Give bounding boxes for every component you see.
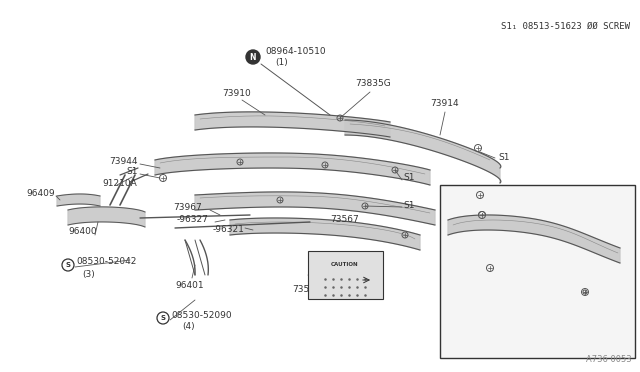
Polygon shape xyxy=(195,112,390,137)
Text: 7361B: 7361B xyxy=(597,294,626,302)
Polygon shape xyxy=(448,215,620,263)
Polygon shape xyxy=(230,218,420,250)
Polygon shape xyxy=(195,192,435,225)
Text: -96327: -96327 xyxy=(177,215,209,224)
Text: (3): (3) xyxy=(82,269,95,279)
Text: 91210A: 91210A xyxy=(102,180,137,189)
Polygon shape xyxy=(345,120,501,183)
Text: 73567: 73567 xyxy=(330,215,359,224)
Text: (4): (4) xyxy=(182,323,195,331)
Text: 96409: 96409 xyxy=(26,189,55,198)
Text: S1₁ 08513-51623 ØØ SCREW: S1₁ 08513-51623 ØØ SCREW xyxy=(501,22,630,31)
Text: S1: S1 xyxy=(403,201,415,209)
Text: S1: S1 xyxy=(498,153,509,161)
Text: 08964-10510: 08964-10510 xyxy=(265,48,326,57)
Circle shape xyxy=(246,50,260,64)
Text: S1: S1 xyxy=(127,167,138,176)
Polygon shape xyxy=(155,153,430,185)
Text: S1: S1 xyxy=(403,173,415,183)
Text: S: S xyxy=(65,262,70,268)
Text: S: S xyxy=(161,315,166,321)
Text: 4S: 4S xyxy=(448,194,460,204)
Text: A736 0053: A736 0053 xyxy=(586,355,632,364)
Text: 73914F: 73914F xyxy=(497,211,531,219)
Text: -96321: -96321 xyxy=(213,225,245,234)
Text: 73910F: 73910F xyxy=(452,280,486,289)
Text: 73967: 73967 xyxy=(173,203,202,212)
Text: 08530-52090: 08530-52090 xyxy=(171,311,232,320)
Text: 73914: 73914 xyxy=(535,203,564,212)
Polygon shape xyxy=(68,207,145,227)
Text: CAUTION: CAUTION xyxy=(331,263,359,267)
Text: 73910: 73910 xyxy=(222,89,251,97)
Text: 96400: 96400 xyxy=(68,228,97,237)
Text: 73914: 73914 xyxy=(430,99,459,108)
Bar xyxy=(440,185,635,358)
Text: 73944: 73944 xyxy=(109,157,138,166)
Text: 96401: 96401 xyxy=(175,280,204,289)
Text: S1: S1 xyxy=(485,189,497,198)
Text: (1): (1) xyxy=(275,58,288,67)
Text: 73595: 73595 xyxy=(292,285,321,295)
Text: 08530-52042: 08530-52042 xyxy=(76,257,136,266)
Text: N: N xyxy=(250,52,256,61)
FancyBboxPatch shape xyxy=(308,251,383,299)
Text: 73835G: 73835G xyxy=(355,78,391,87)
Text: S1: S1 xyxy=(593,280,605,289)
Polygon shape xyxy=(57,194,100,206)
